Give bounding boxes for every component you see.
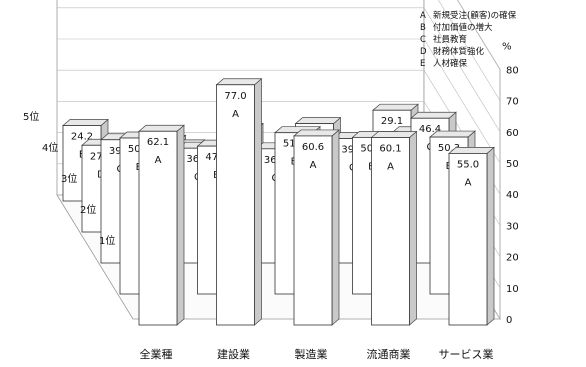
y-tick-label: 40 [506,190,519,201]
bar-key-label: A [310,160,317,171]
group-label: 建設業 [217,347,250,361]
bar: 60.1 A [370,130,418,326]
legend: A 新規受注(顧客)の確保 B 付加価値の増大 C 社員教育 D 財務体質強化 E 人材確保 [420,10,517,69]
bar-side [331,129,340,326]
bar-value-label: 50.3 [438,143,460,154]
bar-key-label: A [465,177,472,188]
gridline-side [423,7,501,132]
rank-label: 4位 [42,141,58,154]
legend-key: E [420,59,425,69]
gridline-side [437,0,501,101]
bar-top [138,124,185,132]
legend-label: 財務体質強化 [433,46,485,57]
bar: 77.0 A [215,77,263,326]
y-tick-label: 10 [506,284,519,295]
rank-label: 2位 [80,203,96,216]
bar-front [371,137,410,326]
gridline-side [457,0,501,70]
bar-key-label: A [387,161,394,172]
y-tick-label: 50 [506,159,519,170]
bar-top [294,117,342,124]
group-label: サービス業 [439,348,494,361]
bar-top [62,119,109,126]
group-label: 流通商業 [367,347,411,361]
bar-top [429,130,476,138]
bar-top [410,111,457,119]
legend-key: D [420,47,427,57]
rank-label: 1位 [99,234,115,247]
bar-value-label: 62.1 [147,137,169,148]
gridline-side [423,38,501,164]
bar-value-label: 46.4 [419,124,441,135]
legend-label: 社員教育 [433,34,467,45]
bar-top [448,147,495,154]
bar-front [293,135,333,326]
bar-side [409,130,417,326]
bar: 62.1 A [138,124,185,326]
y-tick-label: 20 [506,253,519,264]
bar-front [216,84,255,326]
group-label: 全業種 [140,347,173,361]
bar-layer: 24.2E19.1E22.9E24.8E29.1E27.8D27.6D26.4D… [62,77,495,326]
bar: 60.6 A [293,129,340,326]
y-tick-label: 30 [506,221,519,232]
bar-top [293,129,340,137]
bar-front [138,130,178,326]
bar-value-label: 77.0 [224,91,246,102]
y-axis-unit: % [502,41,512,52]
legend-label: 新規受注(顧客)の確保 [433,10,517,21]
bar-key-label: A [232,109,239,120]
legend-key: C [420,35,426,45]
bar-value-label: 29.1 [381,116,403,127]
legend-key: A [420,11,426,21]
legend-label: 人材確保 [433,58,468,69]
legend-key: B [420,23,426,33]
y-tick-label: 80 [506,65,519,76]
y-tick-label: 0 [506,315,512,326]
bar-key-label: A [155,155,162,166]
y-tick-label: 70 [506,97,519,108]
bar-top [370,131,418,138]
y-tick-label: 60 [506,128,519,139]
bar: 55.0 A [448,146,495,326]
bar-value-label: 24.2 [71,131,93,142]
legend-label: 付加価値の増大 [433,22,493,33]
bar-top [372,103,419,111]
rank-label: 5位 [23,110,39,123]
bar-front [448,152,488,326]
bar-top [215,78,263,86]
bar-side [176,124,185,326]
bar-value-label: 55.0 [457,159,479,170]
bar-value-label: 60.6 [302,142,324,153]
bar-value-label: 60.1 [379,143,401,154]
group-label: 製造業 [295,347,328,361]
rank-label: 3位 [61,172,77,185]
bar-side [486,146,495,326]
bar-side [254,77,262,326]
